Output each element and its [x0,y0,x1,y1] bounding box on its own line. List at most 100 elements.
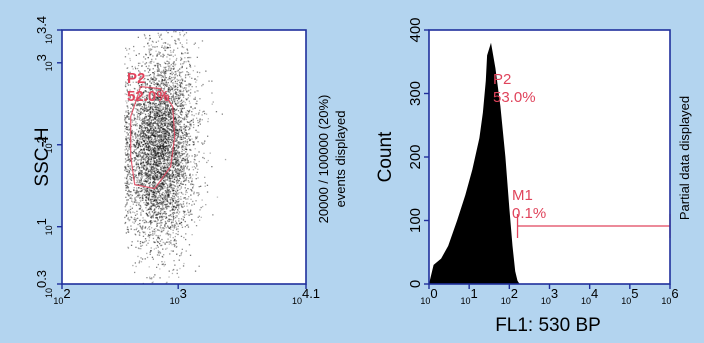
scatter-point [152,72,153,73]
scatter-point [177,140,178,141]
scatter-point [169,175,170,176]
scatter-point [130,206,131,207]
scatter-point [128,194,129,195]
scatter-point [190,174,191,175]
scatter-point [128,142,129,143]
scatter-point [160,64,161,65]
scatter-point [148,141,149,142]
scatter-point [131,198,132,199]
scatter-point [159,148,160,149]
scatter-point [125,210,126,211]
scatter-point [141,158,142,159]
scatter-point [125,205,126,206]
scatter-point [154,141,155,142]
scatter-point [173,99,174,100]
scatter-point [125,48,126,49]
scatter-point [189,74,190,75]
scatter-point [136,187,137,188]
scatter-point [137,177,138,178]
scatter-point [168,148,169,149]
scatter-point [149,118,150,119]
scatter-point [202,199,203,200]
scatter-point [139,135,140,136]
scatter-point [166,139,167,140]
scatter-point [156,160,157,161]
scatter-point [127,169,128,170]
scatter-point [159,142,160,143]
scatter-point [141,188,142,189]
scatter-point [168,144,169,145]
scatter-point [160,196,161,197]
scatter-point [171,214,172,215]
scatter-point [174,226,175,227]
scatter-point [183,170,184,171]
scatter-point [156,56,157,57]
scatter-point [171,36,172,37]
scatter-point [186,206,187,207]
scatter-point [195,82,196,83]
scatter-point [129,161,130,162]
scatter-point [195,148,196,149]
scatter-point [180,117,181,118]
scatter-point [192,167,193,168]
scatter-point [188,182,189,183]
scatter-point [158,84,159,85]
scatter-point [151,227,152,228]
scatter-point [194,44,195,45]
scatter-point [199,161,200,162]
scatter-point [198,192,199,193]
scatter-point [157,254,158,255]
scatter-point [160,145,161,146]
scatter-point [180,199,181,200]
scatter-point [179,126,180,127]
scatter-point [152,211,153,212]
scatter-point [167,32,168,33]
scatter-point [163,216,164,217]
scatter-point [161,229,162,230]
scatter-point [161,73,162,74]
scatter-point [183,265,184,266]
scatter-point [145,167,146,168]
scatter-point [159,128,160,129]
scatter-point [173,85,174,86]
scatter-point [158,112,159,113]
scatter-point [190,84,191,85]
scatter-point [190,57,191,58]
scatter-point [168,139,169,140]
scatter-point [135,136,136,137]
scatter-point [145,238,146,239]
scatter-point [125,187,126,188]
scatter-point [173,56,174,57]
scatter-point [196,113,197,114]
scatter-point [137,116,138,117]
scatter-point [193,169,194,170]
scatter-point [167,145,168,146]
scatter-point [147,129,148,130]
scatter-point [167,200,168,201]
scatter-point [147,42,148,43]
scatter-point [193,161,194,162]
scatter-point [177,87,178,88]
scatter-point [131,174,132,175]
scatter-point [192,178,193,179]
scatter-point [127,67,128,68]
scatter-point [165,195,166,196]
scatter-point [169,66,170,67]
scatter-point [147,214,148,215]
scatter-point [181,59,182,60]
scatter-point [152,234,153,235]
scatter-point [181,186,182,187]
scatter-point [127,179,128,180]
scatter-point [168,120,169,121]
scatter-point [149,80,150,81]
scatter-point [159,175,160,176]
scatter-point [175,121,176,122]
scatter-point [182,87,183,88]
scatter-point [127,176,128,177]
scatter-point [144,117,145,118]
scatter-point [165,179,166,180]
scatter-point [158,33,159,34]
scatter-point [171,250,172,251]
scatter-point [143,202,144,203]
scatter-point [187,158,188,159]
